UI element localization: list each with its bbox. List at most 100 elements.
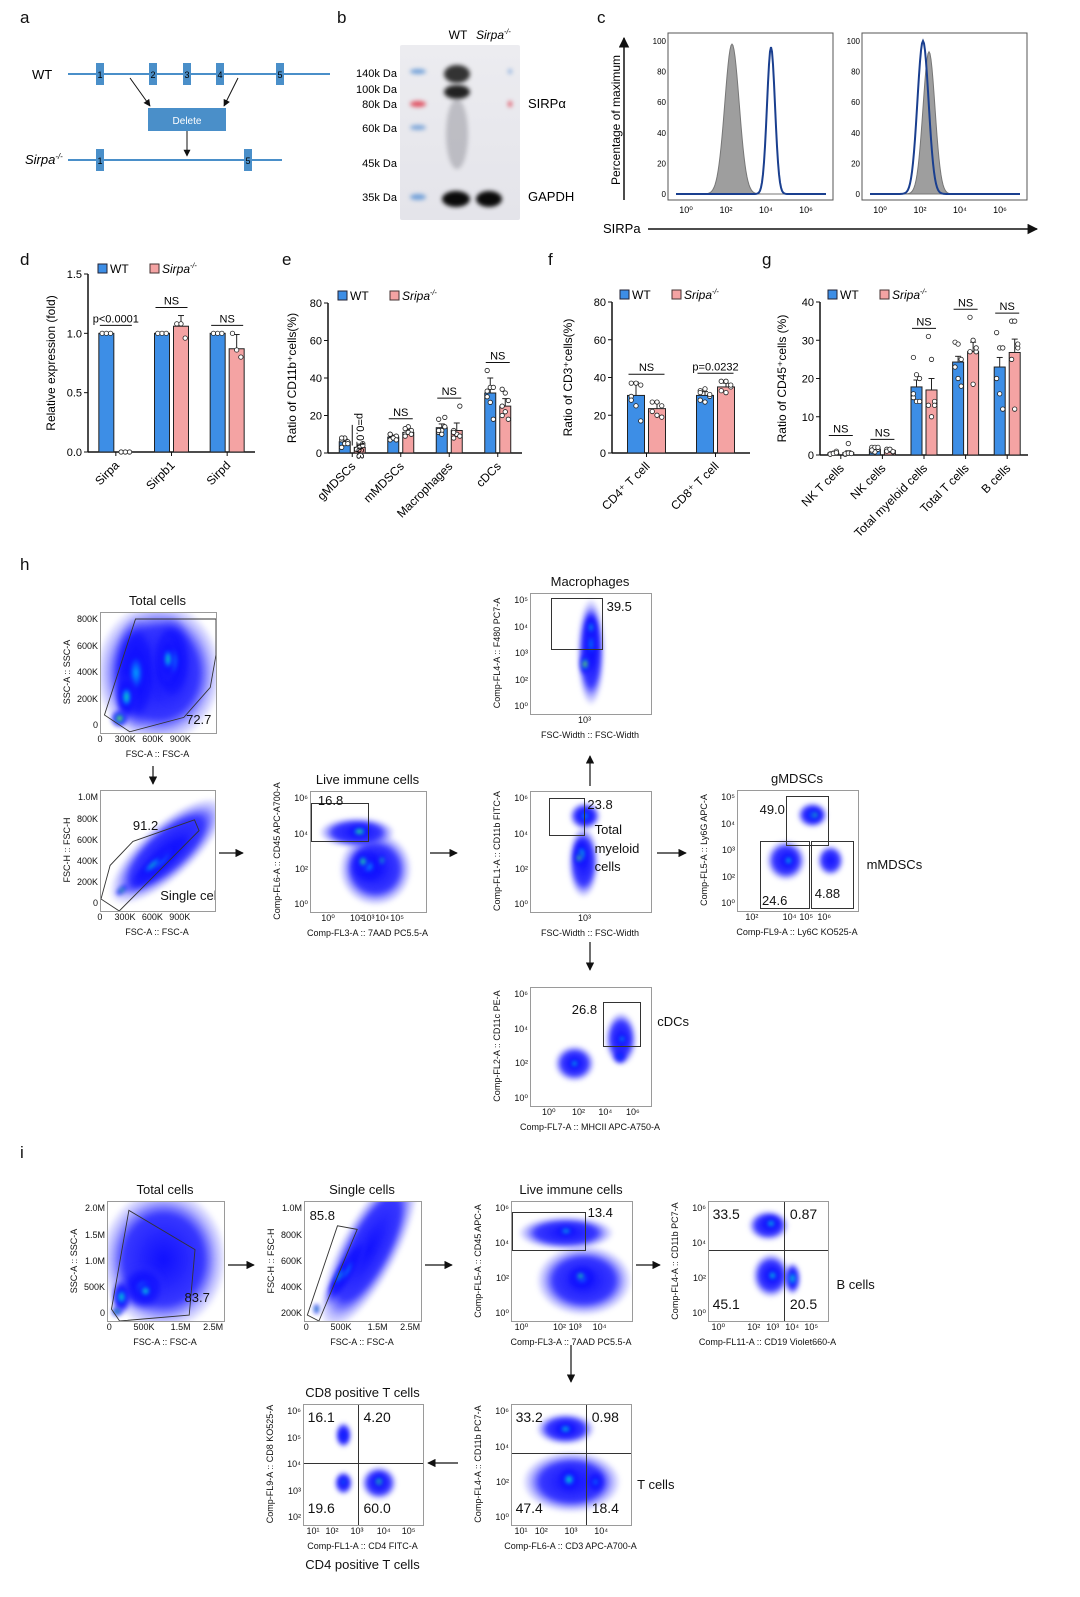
- data-point: [402, 426, 408, 432]
- x-tick-label: 10⁴: [953, 205, 967, 215]
- population-label: Total myeloid cells: [594, 821, 640, 875]
- y-axis-label: FSC-H :: FSC-H: [62, 817, 72, 883]
- arrow: [129, 77, 151, 107]
- y-tick-label: 600K: [280, 1255, 302, 1266]
- exon-label: 5: [277, 70, 282, 80]
- mw-marker-label: 140k Da: [356, 68, 398, 80]
- y-tick-label: 400K: [76, 667, 98, 678]
- data-point: [345, 441, 351, 447]
- panel-label-g: g: [762, 250, 772, 269]
- gate-polygon-layer: [101, 613, 216, 733]
- mw-marker-label: 80k Da: [362, 99, 398, 111]
- y-axis-label: Comp-FL1-A :: CD11b FITC-A: [492, 791, 502, 911]
- y-tick-label: 1.0: [67, 328, 82, 340]
- x-tick-label: 10²: [534, 1526, 548, 1536]
- quadrant-percentage: 33.5: [712, 1205, 740, 1222]
- data-point: [638, 418, 644, 424]
- exon-box: [244, 149, 252, 171]
- quadrant-percentage: 0.87: [789, 1205, 818, 1222]
- control-histogram: [870, 50, 1020, 195]
- gate-polygon: [104, 619, 216, 732]
- lane-label-ko-text: Sirpa: [476, 28, 504, 42]
- y-tick-label: 1.5: [67, 269, 82, 281]
- data-point: [649, 408, 655, 415]
- data-point: [210, 330, 217, 336]
- gate-polygon: [101, 820, 199, 911]
- data-point: [994, 329, 1000, 336]
- y-tick-label: 80: [657, 68, 666, 77]
- density-cloud: [780, 851, 797, 871]
- exon-label: 5: [245, 156, 250, 166]
- flow-plot-h-single: 91.2 Single cells: [100, 790, 216, 912]
- legend-label-wt: WT: [110, 262, 129, 276]
- y-tick-label: 0: [808, 450, 814, 462]
- x-tick-label: 600K: [142, 734, 164, 744]
- histogram-frame: [861, 32, 1028, 201]
- legend-label-wt: WT: [840, 288, 859, 302]
- density-cloud: [133, 1279, 157, 1304]
- y-tick-label: 10⁴: [692, 1238, 706, 1249]
- data-point: [659, 414, 665, 420]
- y-tick-label: 10³: [721, 845, 735, 856]
- category-label: Total myeloid cells: [851, 461, 930, 540]
- gate-percentage: 91.2: [132, 817, 159, 833]
- data-point: [848, 450, 854, 457]
- data-point: [339, 435, 345, 441]
- y-tick-label: 10⁶: [294, 793, 308, 804]
- x-tick-label: 0: [106, 1322, 112, 1332]
- x-axis-label: FSC-A :: FSC-A: [133, 1337, 197, 1347]
- mw-marker-label: 100k Da: [356, 84, 398, 96]
- data-point: [628, 380, 634, 386]
- y-axis-label: SSC-A :: SSC-A: [62, 639, 72, 705]
- x-tick-label: 10¹: [514, 1526, 528, 1536]
- x-tick-label: 10⁶: [993, 205, 1007, 215]
- y-tick-label: 10⁶: [514, 989, 528, 1000]
- x-tick-label: 600K: [141, 912, 163, 922]
- y-tick-label: 10²: [514, 674, 528, 685]
- x-axis-label: Comp-FL7-A :: MHCII APC-A750-A: [519, 1122, 661, 1132]
- data-point: [1015, 341, 1021, 347]
- delete-label: Delete: [173, 116, 202, 127]
- x-tick-label: 2.5M: [203, 1322, 224, 1332]
- y-tick-label: 100: [653, 37, 667, 46]
- y-tick-label: 20: [802, 374, 814, 386]
- data-point: [973, 345, 979, 351]
- gate-polygon-layer: [305, 1202, 421, 1321]
- data-point: [628, 397, 634, 403]
- y-tick-label: 1.0M: [281, 1203, 302, 1214]
- data-point: [654, 412, 660, 418]
- significance-label: NS: [442, 386, 457, 398]
- density-cloud: [354, 850, 371, 873]
- x-tick-label: 10⁰: [321, 913, 335, 923]
- histogram-x-label: SIRPa: [603, 221, 641, 236]
- y-tick-label: 60: [851, 98, 860, 107]
- quadrant-line-horizontal: [512, 1453, 631, 1454]
- y-tick-label: 10⁰: [495, 1512, 509, 1522]
- density-cloud: [807, 809, 822, 821]
- data-point: [457, 433, 463, 439]
- y-tick-label: 10³: [514, 648, 528, 659]
- data-point: [967, 349, 973, 355]
- legend-label-ko: Sripa-/-: [684, 287, 719, 302]
- y-axis-label: FSC-H :: FSC-H: [266, 1228, 276, 1293]
- significance-label: NS: [1000, 301, 1015, 313]
- flow-plot-h-myeloid: 23.8 Total myeloid cells: [530, 791, 652, 913]
- legend-swatch-wt: [619, 289, 630, 300]
- data-point: [402, 433, 408, 439]
- exon-label: 1: [97, 70, 102, 80]
- data-point: [958, 356, 964, 362]
- x-tick-label: 10⁴: [592, 1322, 607, 1332]
- y-axis-label: Comp-FL5-A :: Ly6G APC-A: [699, 794, 709, 906]
- x-tick-label: 300K: [114, 912, 136, 922]
- x-axis-label: FSC-A :: FSC-A: [125, 749, 190, 759]
- significance-label: NS: [639, 362, 654, 374]
- y-tick-label: 200K: [76, 693, 98, 704]
- y-axis-label: Comp-FL4-A :: F480 PC7-A: [492, 597, 502, 709]
- blot-band: [410, 69, 426, 74]
- y-tick-label: 200K: [280, 1308, 302, 1319]
- x-axis-label: Comp-FL11-A :: CD19 Violet660-A: [698, 1337, 837, 1347]
- y-tick-label: 200K: [76, 876, 98, 887]
- data-point: [928, 356, 935, 362]
- data-point: [638, 382, 644, 388]
- plot-title: Live immune cells: [315, 772, 420, 787]
